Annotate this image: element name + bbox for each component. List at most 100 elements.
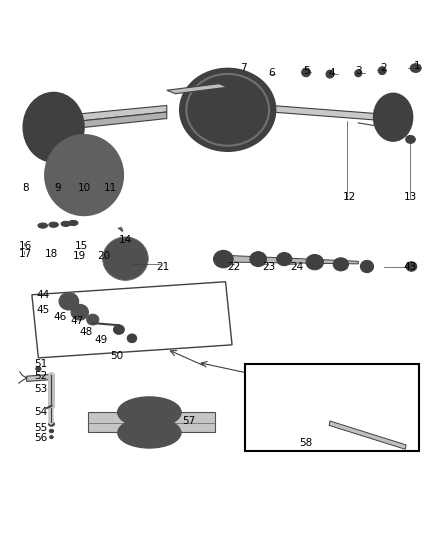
Ellipse shape <box>380 101 406 134</box>
Text: 4: 4 <box>329 68 336 78</box>
Text: 53: 53 <box>34 384 47 394</box>
Ellipse shape <box>135 405 163 419</box>
Ellipse shape <box>306 255 323 270</box>
Ellipse shape <box>49 222 58 228</box>
Text: 49: 49 <box>95 335 108 345</box>
Ellipse shape <box>401 443 411 451</box>
Ellipse shape <box>45 135 123 215</box>
Ellipse shape <box>32 101 75 154</box>
Text: 19: 19 <box>73 251 86 261</box>
Ellipse shape <box>323 417 339 430</box>
Text: 15: 15 <box>75 240 88 251</box>
Text: 10: 10 <box>78 183 91 193</box>
Ellipse shape <box>378 67 386 75</box>
Ellipse shape <box>277 253 292 265</box>
Text: 55: 55 <box>34 423 47 433</box>
Ellipse shape <box>49 429 53 433</box>
Text: 45: 45 <box>36 305 49 315</box>
Text: 8: 8 <box>22 183 28 193</box>
Ellipse shape <box>68 220 78 225</box>
Ellipse shape <box>56 146 113 205</box>
Polygon shape <box>53 106 167 124</box>
Text: 1: 1 <box>414 61 420 71</box>
Text: 57: 57 <box>182 416 195 426</box>
Ellipse shape <box>75 166 93 184</box>
Ellipse shape <box>355 70 362 77</box>
Ellipse shape <box>333 258 349 271</box>
Ellipse shape <box>214 251 233 268</box>
Text: 52: 52 <box>34 371 47 381</box>
Text: 47: 47 <box>71 316 84 326</box>
Text: 3: 3 <box>355 66 362 76</box>
Text: 23: 23 <box>262 262 276 271</box>
Ellipse shape <box>66 156 102 194</box>
Text: 18: 18 <box>45 249 58 260</box>
Ellipse shape <box>250 252 266 266</box>
Ellipse shape <box>61 221 71 227</box>
Ellipse shape <box>113 325 124 334</box>
Ellipse shape <box>406 135 415 143</box>
Ellipse shape <box>43 114 64 140</box>
Text: 21: 21 <box>156 262 169 271</box>
Text: 16: 16 <box>19 240 32 251</box>
Ellipse shape <box>127 334 137 343</box>
Text: 6: 6 <box>268 68 275 78</box>
Ellipse shape <box>71 304 88 320</box>
Ellipse shape <box>87 314 99 325</box>
Ellipse shape <box>374 93 413 141</box>
Polygon shape <box>232 256 358 264</box>
Polygon shape <box>53 112 167 131</box>
Text: 20: 20 <box>97 251 110 261</box>
Ellipse shape <box>110 245 141 273</box>
Ellipse shape <box>326 70 334 78</box>
Text: 44: 44 <box>36 290 49 300</box>
Text: 56: 56 <box>34 433 47 443</box>
Text: 24: 24 <box>291 262 304 271</box>
Text: 17: 17 <box>19 249 32 260</box>
Text: 48: 48 <box>80 327 93 337</box>
Text: 22: 22 <box>228 262 241 271</box>
Ellipse shape <box>118 417 181 448</box>
Ellipse shape <box>180 68 276 151</box>
Polygon shape <box>167 84 228 94</box>
Text: 46: 46 <box>53 312 67 321</box>
Polygon shape <box>329 421 406 449</box>
Ellipse shape <box>208 92 247 127</box>
Ellipse shape <box>284 390 311 426</box>
Ellipse shape <box>278 382 317 434</box>
Ellipse shape <box>127 401 172 424</box>
Ellipse shape <box>302 68 311 77</box>
Text: 51: 51 <box>34 359 47 369</box>
Ellipse shape <box>410 63 421 72</box>
Text: 11: 11 <box>103 183 117 193</box>
Bar <box>245 365 419 451</box>
Ellipse shape <box>59 293 79 310</box>
Ellipse shape <box>23 92 84 162</box>
Polygon shape <box>88 413 215 432</box>
Text: 13: 13 <box>404 192 417 202</box>
Ellipse shape <box>36 367 41 371</box>
Ellipse shape <box>216 253 230 265</box>
Ellipse shape <box>256 376 260 379</box>
Ellipse shape <box>49 435 53 439</box>
Text: 50: 50 <box>110 351 123 361</box>
Ellipse shape <box>104 238 147 279</box>
Ellipse shape <box>48 422 54 426</box>
Text: 14: 14 <box>119 236 132 245</box>
Ellipse shape <box>360 261 374 272</box>
Ellipse shape <box>406 262 417 271</box>
Ellipse shape <box>63 296 75 307</box>
Ellipse shape <box>118 397 181 427</box>
Text: 7: 7 <box>240 63 246 74</box>
Text: 43: 43 <box>404 262 417 271</box>
Text: 5: 5 <box>303 66 309 76</box>
Polygon shape <box>32 282 232 358</box>
Polygon shape <box>271 106 385 120</box>
Ellipse shape <box>38 223 47 228</box>
Text: 12: 12 <box>343 192 356 202</box>
Polygon shape <box>27 375 51 382</box>
Text: 58: 58 <box>300 438 313 448</box>
Ellipse shape <box>193 79 262 140</box>
Text: 2: 2 <box>380 63 387 74</box>
Text: 9: 9 <box>55 183 61 193</box>
